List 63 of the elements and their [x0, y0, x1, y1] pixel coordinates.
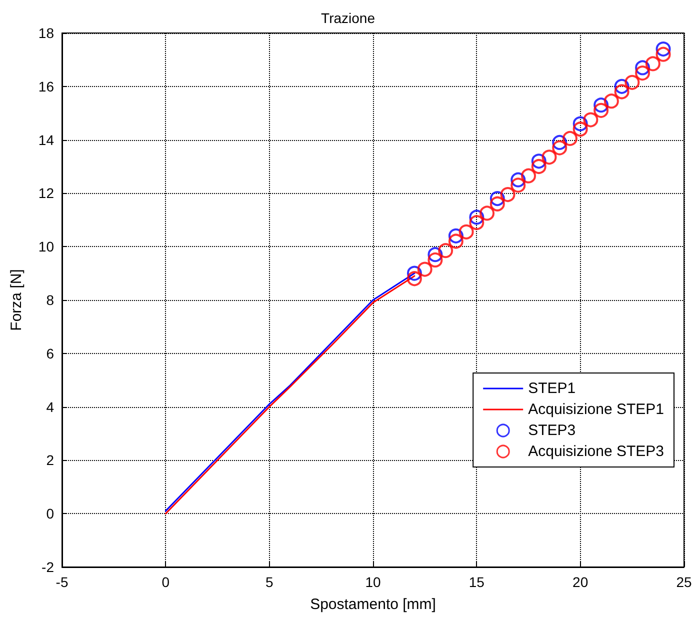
x-tick-label: 0 [162, 574, 170, 590]
point [490, 191, 505, 206]
x-tick-label: -5 [56, 574, 68, 590]
point [594, 98, 609, 113]
y-tick-label: 16 [38, 78, 54, 94]
y-tick-label: 0 [46, 506, 54, 522]
point [531, 159, 546, 174]
x-tick-label: 25 [676, 574, 692, 590]
y-axis-title: Forza [N] [8, 269, 25, 331]
point [469, 210, 484, 225]
point [624, 74, 640, 90]
point [480, 206, 495, 221]
point [552, 134, 568, 150]
point [635, 66, 650, 81]
point [562, 130, 578, 146]
x-tick-label: 20 [572, 574, 588, 590]
legend-label: STEP3 [528, 422, 576, 439]
point [438, 243, 454, 258]
point [428, 247, 443, 262]
point [614, 84, 630, 100]
x-tick-label: 10 [365, 574, 381, 590]
y-tick-label: 10 [38, 238, 54, 255]
y-tick-label: 12 [38, 185, 54, 202]
y-tick-label: 18 [38, 25, 54, 41]
point [572, 116, 588, 132]
point [406, 266, 422, 281]
y-tick-label: 2 [46, 452, 54, 468]
y-tick-label: 6 [46, 345, 54, 362]
point [510, 172, 526, 188]
point [521, 168, 536, 184]
point [417, 262, 432, 277]
x-tick-label: 15 [468, 574, 485, 590]
point [604, 94, 619, 109]
x-tick-label: 5 [265, 574, 274, 590]
point [572, 122, 588, 137]
legend-label: Acquisizione STEP1 [528, 401, 664, 418]
y-tick-label: 14 [38, 132, 54, 148]
point [656, 46, 671, 62]
chart-title: Trazione [321, 10, 376, 26]
legend-label: Acquisizione STEP3 [528, 443, 664, 460]
point [552, 140, 568, 156]
point [583, 112, 598, 128]
point [614, 78, 630, 94]
point [510, 178, 526, 193]
point [594, 102, 609, 118]
point [469, 215, 484, 230]
point [500, 187, 516, 202]
point [490, 196, 505, 212]
point [635, 60, 650, 76]
x-axis-title: Spostamento [mm] [310, 596, 436, 613]
point [428, 252, 443, 268]
point [531, 154, 546, 169]
y-tick-label: 8 [46, 292, 54, 308]
point [448, 228, 464, 244]
y-tick-label: -2 [42, 559, 54, 575]
point [656, 42, 671, 57]
point [458, 224, 474, 240]
legend-label: STEP1 [528, 380, 576, 397]
y-tick-label: 4 [46, 398, 54, 415]
point [448, 234, 464, 249]
point [645, 56, 660, 72]
point [542, 150, 557, 165]
point [406, 271, 422, 286]
